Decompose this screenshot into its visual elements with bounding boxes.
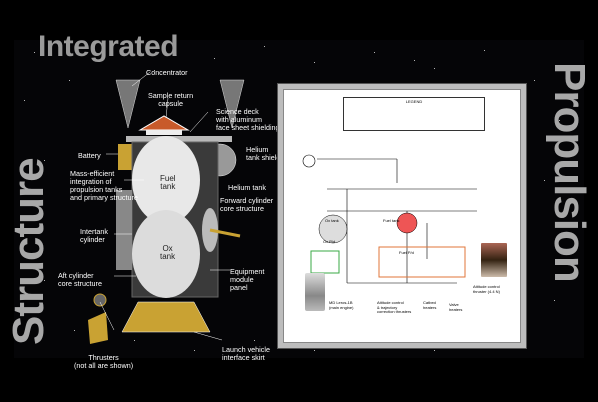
schematic-label-catbed-heaters: Catbed heaters xyxy=(423,300,437,310)
star xyxy=(44,160,45,161)
label-sample-return-capsule: Sample return capsule xyxy=(148,91,194,108)
main-engine-photo xyxy=(305,273,325,311)
star xyxy=(24,100,25,101)
star xyxy=(104,48,105,49)
label-aft-cylinder: Aft cylinder core structure xyxy=(58,271,102,288)
label-intertank-cylinder: Intertank cylinder xyxy=(80,227,108,244)
spacecraft-illustration xyxy=(88,71,245,344)
label-thrusters: Thrusters (not all are shown) xyxy=(74,353,134,370)
label-battery: Battery xyxy=(78,151,101,160)
star xyxy=(74,330,75,331)
schematic-label-thrusters: Attitude control & trajectory correction… xyxy=(377,300,412,314)
star xyxy=(69,80,70,81)
star xyxy=(314,350,315,351)
star xyxy=(214,58,215,59)
schematic-diagram xyxy=(302,154,477,284)
schematic-label-fuel-tank: Fuel tank xyxy=(383,218,400,223)
schematic-label-fuel-pd: Fuel P/d xyxy=(399,250,414,255)
label-fuel-tank: Fuel tank xyxy=(160,174,176,191)
star xyxy=(374,52,375,53)
star xyxy=(484,50,485,51)
label-equipment-module-panel: Equipment module panel xyxy=(230,267,265,292)
star xyxy=(44,280,45,281)
star xyxy=(254,340,255,341)
label-ox-tank: Ox tank xyxy=(160,244,176,261)
label-helium-tank: Helium tank xyxy=(228,183,266,192)
label-launch-vehicle-skirt: Launch vehicle interface skirt xyxy=(222,345,270,362)
propulsion-schematic-panel: LEGEND Ox P/d Fuel P/d Ox tank Fuel tank xyxy=(278,84,526,348)
label-science-deck: Science deck with aluminum face sheet sh… xyxy=(216,107,280,132)
star xyxy=(434,68,435,69)
star xyxy=(314,62,315,63)
star xyxy=(434,350,435,351)
star xyxy=(554,300,555,301)
star xyxy=(134,340,135,341)
star xyxy=(559,120,560,121)
schematic-label-main-engine: MD Leros-1B (main engine) xyxy=(329,300,354,310)
star xyxy=(264,46,265,47)
star xyxy=(154,70,155,71)
schematic-label-valve-heaters: Valve heaters xyxy=(449,302,463,312)
schematic-label-ox-tank: Ox tank xyxy=(325,218,339,223)
label-concentrator: Concentrator xyxy=(146,68,188,77)
star xyxy=(544,180,545,181)
star xyxy=(34,220,35,221)
label-forward-cylinder: Forward cylinder core structure xyxy=(220,196,274,213)
title-propulsion: Propulsion xyxy=(545,62,594,282)
label-mass-efficient: Mass-efficient integration of propulsion… xyxy=(70,169,138,202)
star xyxy=(194,350,195,351)
schematic-label-thruster-photo: Attitude control thruster (4.4 N) xyxy=(473,284,500,294)
star xyxy=(34,52,35,53)
schematic-label-ox-pd: Ox P/d xyxy=(323,239,336,244)
star xyxy=(414,60,415,61)
title-integrated: Integrated xyxy=(38,30,179,63)
thruster-photo xyxy=(481,243,507,277)
label-helium-tank-shield: Helium tank shield xyxy=(246,145,281,162)
star xyxy=(534,80,535,81)
schematic-legend: LEGEND xyxy=(343,97,485,131)
title-structure: Structure xyxy=(4,158,53,345)
